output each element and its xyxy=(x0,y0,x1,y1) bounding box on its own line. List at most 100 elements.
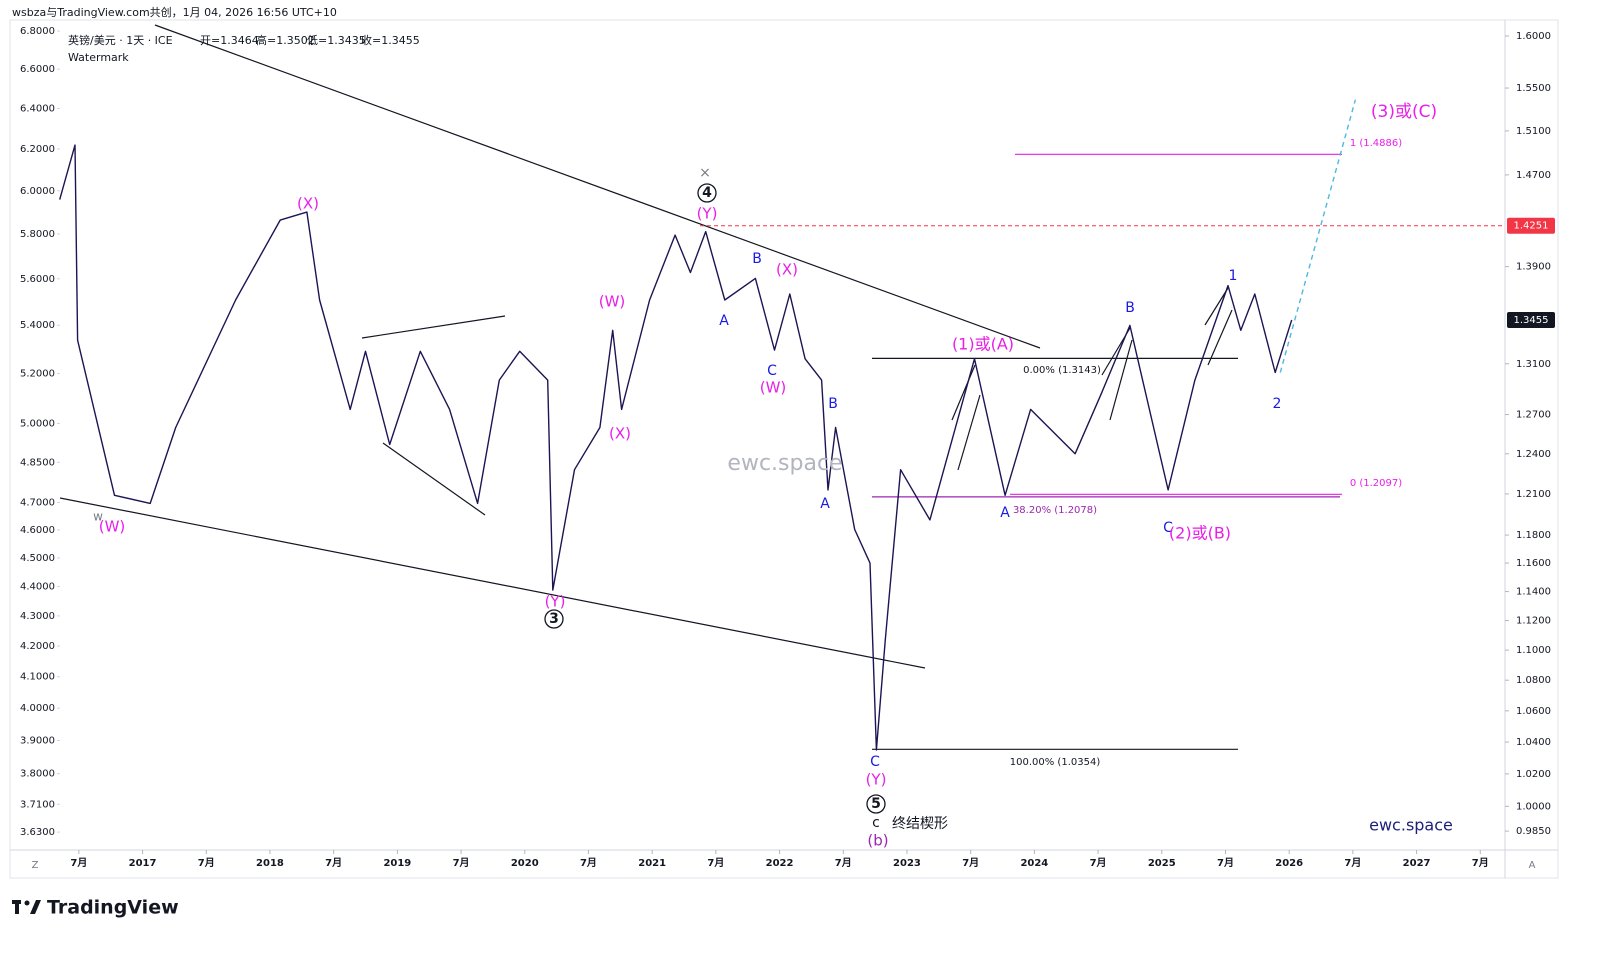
annotation: (b) xyxy=(867,832,888,850)
annotation: A xyxy=(820,496,830,512)
annotation: (X) xyxy=(609,425,631,443)
price-label-box xyxy=(1507,217,1555,234)
x-tick-label: 2019 xyxy=(383,858,411,869)
brand-logo xyxy=(12,900,41,914)
x-tick-label: 7月 xyxy=(70,857,87,869)
right-tick-label: 1.4700 xyxy=(1516,170,1551,181)
ohlc-high: 高=1.3502 xyxy=(256,33,315,47)
right-tick-label: 1.2400 xyxy=(1516,449,1551,460)
left-tick-label: 3.9000 xyxy=(20,736,55,747)
right-tick-label: 1.0000 xyxy=(1516,801,1551,812)
trend-line xyxy=(1109,339,1133,421)
fib-label: 38.20% (1.2078) xyxy=(1013,505,1097,516)
right-tick-label: 1.1200 xyxy=(1516,616,1551,627)
fib-label: 0 (1.2097) xyxy=(1350,478,1402,489)
trend-line xyxy=(1207,309,1233,366)
right-tick-label: 1.1000 xyxy=(1516,645,1551,656)
annotation: (W) xyxy=(599,293,626,311)
corner-button[interactable]: A xyxy=(1529,860,1536,871)
left-tick-label: 4.4000 xyxy=(20,582,55,593)
annotation: A xyxy=(1000,505,1010,521)
annotation: 终结楔形 xyxy=(892,816,948,832)
left-tick-label: 4.1000 xyxy=(20,672,55,683)
trend-line xyxy=(1204,287,1229,326)
left-tick-label: 4.5000 xyxy=(20,553,55,564)
x-tick-label: 2025 xyxy=(1148,858,1176,869)
left-tick-label: 3.6300 xyxy=(20,827,55,838)
x-tick-label: 7月 xyxy=(1344,857,1361,869)
annotation: B xyxy=(752,251,762,267)
trend-line xyxy=(957,394,981,471)
right-tick-label: 1.1800 xyxy=(1516,530,1551,541)
x-tick-label: 2023 xyxy=(893,858,921,869)
right-tick-label: 1.0800 xyxy=(1516,675,1551,686)
right-tick-label: 1.1600 xyxy=(1516,558,1551,569)
ohlc-close: 收=1.3455 xyxy=(361,33,420,47)
annotation: B xyxy=(1125,300,1135,316)
trend-line xyxy=(361,315,506,339)
annotation: ewc.space xyxy=(727,451,842,476)
chart-frame xyxy=(9,19,1559,879)
wave-circle xyxy=(697,183,717,203)
right-tick-label: 1.5100 xyxy=(1516,126,1551,137)
left-tick-label: 4.2000 xyxy=(20,641,55,652)
left-tick-label: 6.2000 xyxy=(20,144,55,155)
right-tick-label: 1.3100 xyxy=(1516,359,1551,370)
left-tick-label: 4.0000 xyxy=(20,703,55,714)
x-tick-label: 7月 xyxy=(962,857,979,869)
left-tick-label: 5.4000 xyxy=(20,320,55,331)
x-tick-label: 7月 xyxy=(707,857,724,869)
annotation: × xyxy=(699,165,711,181)
annotation: (Y) xyxy=(866,771,887,789)
price-label: 1.4251 xyxy=(1514,221,1549,232)
left-tick-label: 6.4000 xyxy=(20,103,55,114)
left-tick-label: 5.0000 xyxy=(20,418,55,429)
annotation: (1)或(A) xyxy=(952,335,1014,354)
corner-button[interactable]: Z xyxy=(32,860,39,871)
fib-label: 1 (1.4886) xyxy=(1350,138,1402,149)
x-tick-label: 2017 xyxy=(129,858,157,869)
annotation: (2)或(B) xyxy=(1169,524,1231,543)
price-line xyxy=(59,144,1293,751)
x-tick-label: 2018 xyxy=(256,858,284,869)
right-tick-label: 1.0200 xyxy=(1516,769,1551,780)
right-tick-label: 1.3900 xyxy=(1516,262,1551,273)
left-tick-label: 6.8000 xyxy=(20,26,55,37)
annotation: 1 xyxy=(1229,268,1238,284)
annotation: (3)或(C) xyxy=(1371,102,1437,122)
annotation: C xyxy=(767,363,777,379)
left-tick-label: 5.2000 xyxy=(20,368,55,379)
annotation: c xyxy=(872,815,880,831)
right-tick-label: 1.2100 xyxy=(1516,489,1551,500)
right-tick-label: 1.0400 xyxy=(1516,737,1551,748)
left-tick-label: 5.6000 xyxy=(20,274,55,285)
right-tick-label: 1.0600 xyxy=(1516,706,1551,717)
annotation: (X) xyxy=(297,195,319,213)
left-tick-label: 3.8000 xyxy=(20,769,55,780)
left-tick-label: 4.7000 xyxy=(20,497,55,508)
annotation: 3 xyxy=(549,611,559,627)
price-label-box xyxy=(1507,311,1555,328)
trend-line xyxy=(951,364,976,421)
fib-label: 100.00% (1.0354) xyxy=(1010,757,1101,768)
right-tick-label: 1.6000 xyxy=(1516,31,1551,42)
trend-line xyxy=(382,442,486,516)
right-tick-label: 0.9850 xyxy=(1516,826,1551,837)
wave-circle xyxy=(866,794,886,814)
trend-line xyxy=(154,24,1041,349)
price-label: 1.3455 xyxy=(1514,315,1549,326)
x-tick-label: 7月 xyxy=(835,857,852,869)
annotation: (X) xyxy=(776,261,798,279)
left-tick-label: 4.8500 xyxy=(20,457,55,468)
annotation: 2 xyxy=(1273,396,1282,412)
x-tick-label: 2021 xyxy=(638,858,666,869)
annotation: A xyxy=(719,313,729,329)
left-tick-label: 6.0000 xyxy=(20,186,55,197)
header: wsbza与TradingView.com共创，1月 04, 2026 16:5… xyxy=(12,6,337,19)
x-tick-label: 7月 xyxy=(580,857,597,869)
annotation: (W) xyxy=(760,379,787,397)
watermark-label: Watermark xyxy=(68,51,129,64)
left-tick-label: 4.3000 xyxy=(20,611,55,622)
x-tick-label: 7月 xyxy=(1090,857,1107,869)
annotation: w xyxy=(93,510,103,524)
